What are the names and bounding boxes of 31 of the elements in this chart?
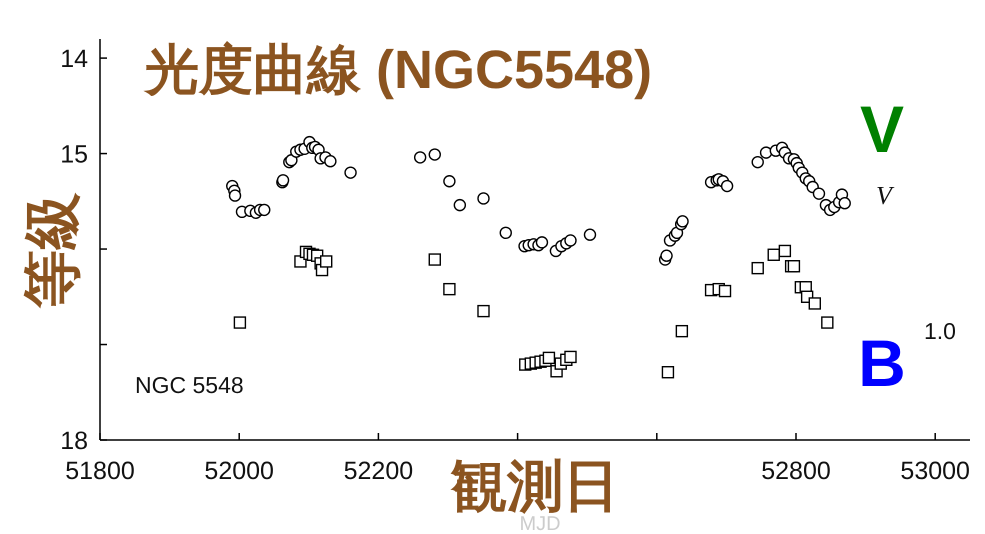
point xyxy=(788,260,800,272)
point xyxy=(752,262,764,274)
x-axis-title: 観測日 xyxy=(450,454,619,517)
x-tick-label: 52800 xyxy=(761,457,831,485)
point xyxy=(234,316,246,329)
point xyxy=(718,284,732,298)
annotation: V xyxy=(876,181,896,210)
point xyxy=(676,324,688,338)
y-tick-label: 18 xyxy=(60,427,88,455)
point xyxy=(662,366,674,378)
chart-title: 光度曲線 (NGC5548) xyxy=(143,40,652,100)
point xyxy=(477,304,490,318)
annotation: B xyxy=(858,326,906,400)
point xyxy=(428,253,441,266)
point xyxy=(778,244,792,258)
x-tick-label: 53000 xyxy=(900,457,970,485)
annotation: V xyxy=(860,92,904,166)
x-tick-label: 52000 xyxy=(204,457,274,485)
point xyxy=(542,352,556,364)
point xyxy=(821,316,834,329)
point xyxy=(564,350,577,364)
y-tick-label: 15 xyxy=(60,140,88,169)
annotation: NGC 5548 xyxy=(135,372,244,398)
point xyxy=(808,297,821,310)
y-axis-title: 等級 xyxy=(20,192,85,309)
y-tick-label: 14 xyxy=(60,45,88,74)
x-tick-label: 52200 xyxy=(344,457,414,485)
point xyxy=(320,255,332,268)
point xyxy=(443,282,456,296)
annotation: 1.0 xyxy=(924,318,956,344)
x-tick-label: 51800 xyxy=(65,457,135,485)
